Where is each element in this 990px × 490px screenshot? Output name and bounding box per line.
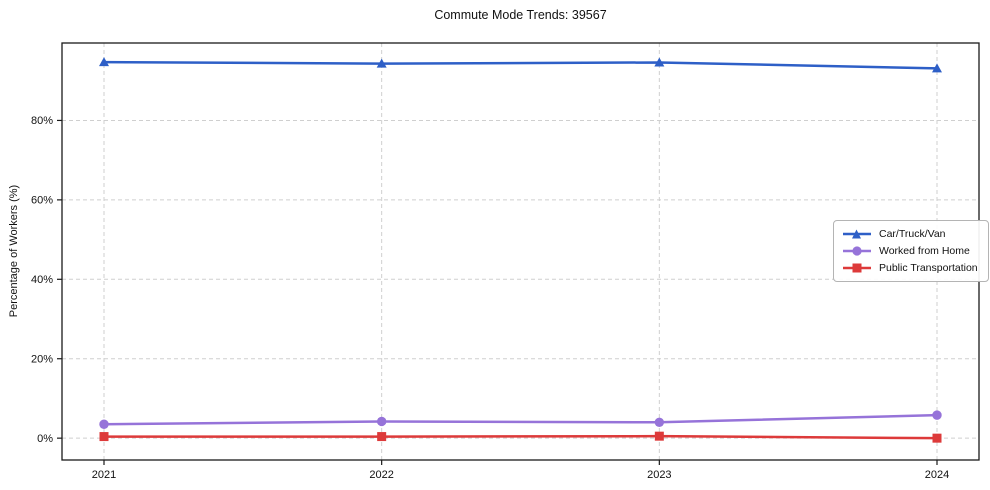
legend-item-worked-from-home: Worked from Home [842, 244, 978, 258]
data-point-circle [932, 410, 942, 420]
y-tick-label: 40% [31, 274, 53, 286]
data-point-square [377, 432, 387, 442]
data-point-circle [99, 419, 109, 429]
series-line-triangle [103, 60, 938, 70]
data-point-triangle [654, 57, 665, 67]
circle-marker-icon [843, 246, 871, 256]
data-point-circle [654, 417, 665, 427]
series-line-square [104, 434, 938, 440]
chart-title: Commute Mode Trends: 39567 [434, 8, 607, 22]
x-tick-label: 2023 [647, 469, 671, 481]
y-tick-label: 20% [31, 354, 53, 366]
legend: Car/Truck/Van Worked from Home Public Tr… [833, 220, 989, 282]
legend-item-public-transportation: Public Transportation [842, 261, 978, 275]
legend-label: Car/Truck/Van [879, 228, 946, 240]
data-point-triangle [376, 58, 387, 68]
legend-item-car-truck-van: Car/Truck/Van [842, 227, 978, 241]
y-tick-label: 80% [31, 115, 53, 127]
data-point-square [932, 433, 942, 443]
data-point-circle [376, 416, 387, 427]
series-line-circle [103, 413, 938, 426]
y-tick-label: 0% [37, 433, 53, 445]
x-tick-label: 2021 [92, 469, 116, 481]
legend-label: Worked from Home [879, 245, 970, 257]
data-point-triangle [932, 63, 942, 73]
data-point-square [99, 432, 109, 442]
x-tick-label: 2022 [369, 469, 393, 481]
triangle-marker-icon [843, 229, 871, 239]
data-point-triangle [99, 57, 109, 67]
x-tick-label: 2024 [925, 469, 949, 481]
data-point-square [654, 431, 664, 441]
legend-label: Public Transportation [879, 262, 978, 274]
square-marker-icon [843, 263, 871, 273]
y-tick-label: 60% [31, 195, 53, 207]
